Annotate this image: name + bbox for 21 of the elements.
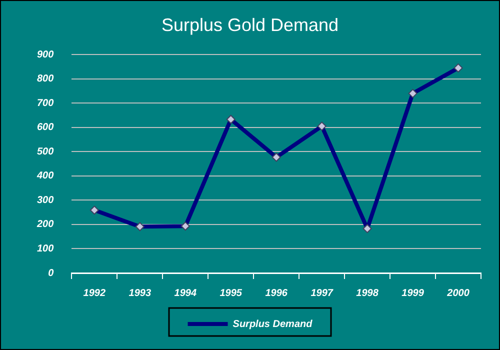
x-tick-label: 1999 — [402, 288, 424, 299]
x-tick-label: 1998 — [356, 288, 379, 299]
y-tick-label: 300 — [36, 194, 54, 206]
x-tick-label: 2000 — [446, 288, 470, 299]
y-tick-label: 0 — [48, 268, 54, 279]
x-tick-label: 1996 — [265, 288, 288, 299]
chart-title: Surplus Gold Demand — [161, 14, 339, 35]
x-tick-label: 1993 — [128, 288, 152, 299]
y-tick-label: 500 — [36, 146, 54, 158]
y-tick-label: 100 — [36, 243, 54, 254]
x-tick-label: 1997 — [310, 288, 334, 299]
y-tick-label: 800 — [36, 74, 54, 85]
x-tick-label: 1994 — [174, 288, 197, 299]
y-tick-label: 700 — [36, 98, 54, 109]
y-tick-label: 900 — [36, 49, 54, 60]
y-tick-label: 200 — [36, 219, 54, 230]
x-tick-label: 1995 — [220, 288, 242, 299]
y-tick-label: 400 — [36, 170, 54, 182]
x-tick-label: 1992 — [83, 288, 106, 299]
legend-label: Surplus Demand — [232, 318, 314, 330]
y-tick-label: 600 — [36, 122, 54, 134]
